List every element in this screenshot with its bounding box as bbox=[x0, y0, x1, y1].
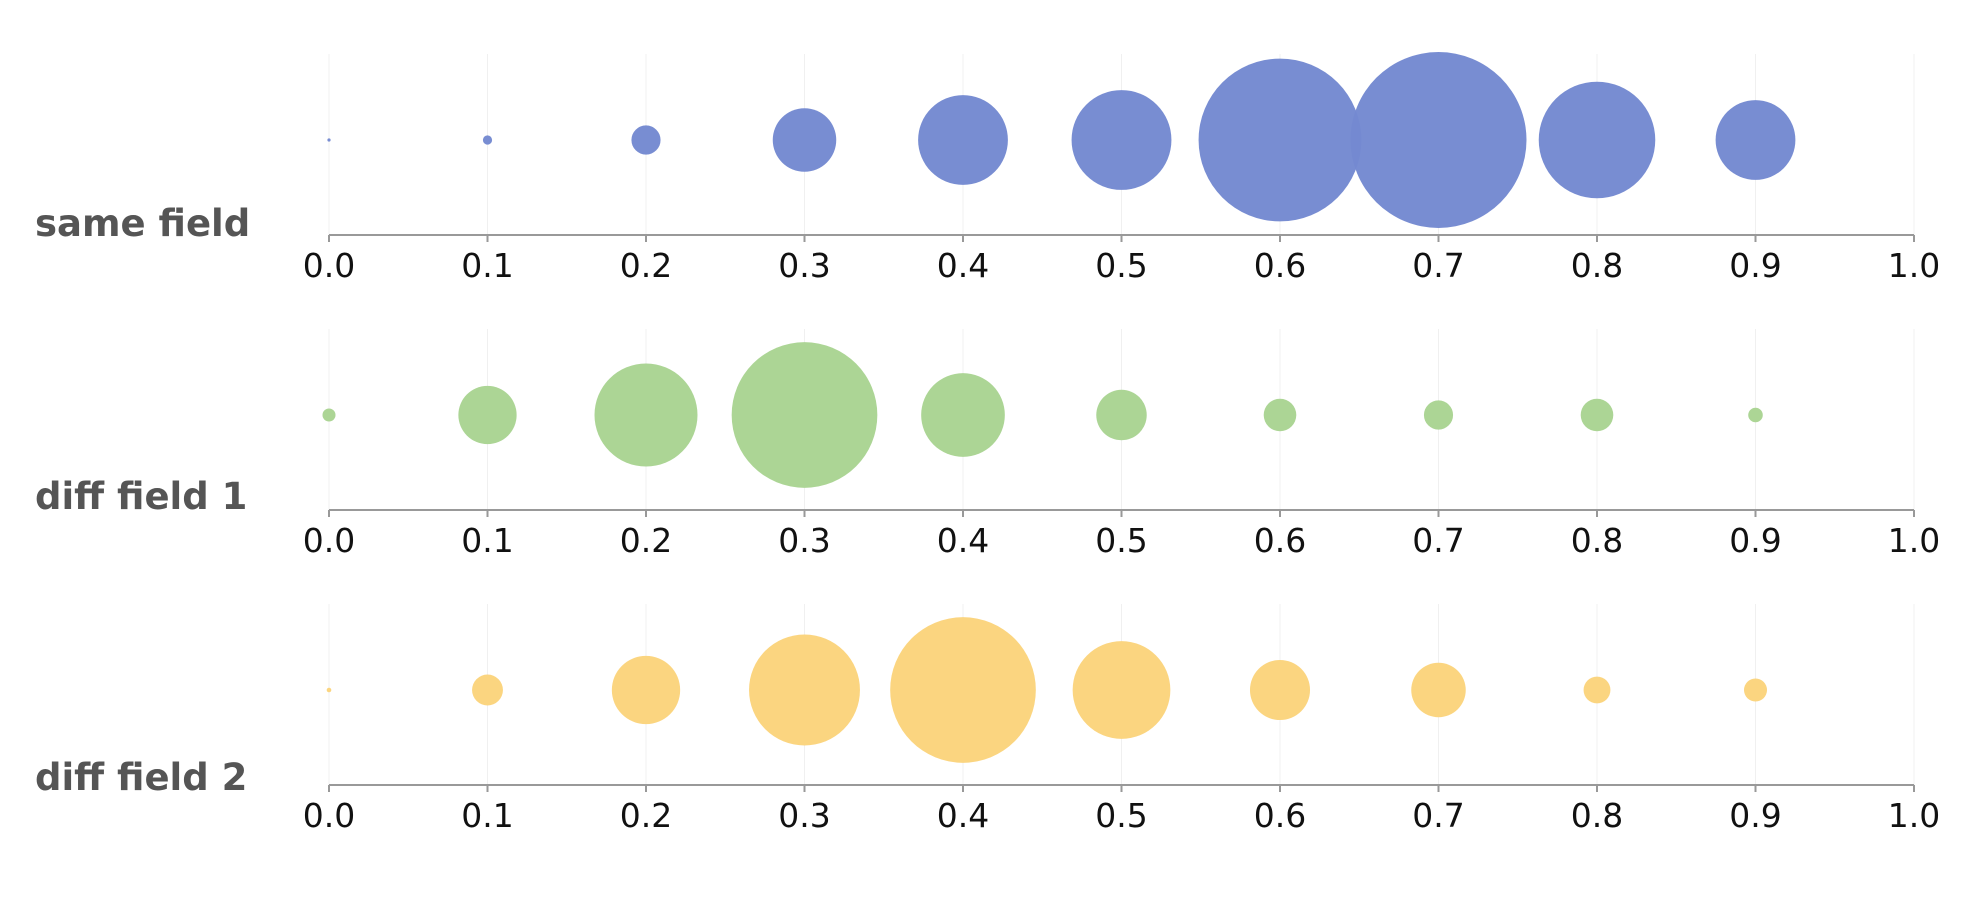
x-tick-label: 1.0 bbox=[1888, 246, 1940, 285]
bubble-group bbox=[322, 342, 1763, 488]
x-tick-label: 1.0 bbox=[1888, 521, 1940, 560]
bubble-point bbox=[458, 385, 517, 445]
x-tick-label: 0.0 bbox=[303, 521, 355, 560]
x-tick-label: 0.5 bbox=[1095, 246, 1147, 285]
x-tick-label: 0.7 bbox=[1412, 246, 1464, 285]
bubble-point bbox=[472, 674, 503, 706]
bubble-point bbox=[749, 634, 860, 746]
x-tick-label: 0.9 bbox=[1729, 246, 1781, 285]
bubble-point bbox=[1743, 678, 1768, 702]
bubble-point bbox=[731, 342, 878, 488]
x-tick-label: 0.0 bbox=[303, 246, 355, 285]
x-tick-label: 0.7 bbox=[1412, 796, 1464, 835]
x-tick-label: 0.4 bbox=[937, 246, 989, 285]
x-tick-label: 0.3 bbox=[778, 521, 830, 560]
x-tick-label: 0.2 bbox=[620, 246, 672, 285]
x-tick-label: 0.7 bbox=[1412, 521, 1464, 560]
bubble-point bbox=[1263, 398, 1297, 432]
bubble-point bbox=[1198, 58, 1362, 222]
x-tick-label: 0.1 bbox=[461, 246, 513, 285]
bubble-point bbox=[1423, 400, 1454, 430]
bubble-point bbox=[1583, 676, 1611, 704]
x-tick-label: 0.6 bbox=[1254, 796, 1306, 835]
x-tick-label: 0.1 bbox=[461, 796, 513, 835]
bubble-point bbox=[327, 138, 331, 142]
chart-row: 0.0 0.1 0.2 0.3 0.4 0.5 0.6 0.7 0.8 0.9 1.0 diff fi… bbox=[35, 329, 1940, 560]
bubble-group bbox=[326, 617, 1768, 763]
bubble-point bbox=[890, 617, 1036, 763]
chart-row: 0.0 0.1 0.2 0.3 0.4 0.5 0.6 0.7 0.8 0.9 1.0 diff fi… bbox=[35, 604, 1940, 835]
bubble-point bbox=[1096, 389, 1147, 441]
bubble-point bbox=[1072, 641, 1171, 739]
series-row-label: diff field 2 bbox=[35, 756, 247, 799]
x-tick-label: 0.9 bbox=[1729, 796, 1781, 835]
bubble-point bbox=[918, 95, 1008, 185]
x-tick-label: 0.5 bbox=[1095, 796, 1147, 835]
bubble-point bbox=[326, 687, 332, 693]
series-row-label: same field bbox=[35, 202, 250, 245]
x-tick-label: 0.3 bbox=[778, 796, 830, 835]
x-tick-label: 0.4 bbox=[937, 796, 989, 835]
x-tick-label: 0.9 bbox=[1729, 521, 1781, 560]
bubble-point bbox=[482, 135, 493, 145]
x-tick-label: 0.8 bbox=[1571, 796, 1623, 835]
bubble-point bbox=[772, 108, 837, 172]
bubble-point bbox=[1715, 100, 1796, 180]
x-tick-label: 0.0 bbox=[303, 796, 355, 835]
x-tick-label: 0.5 bbox=[1095, 521, 1147, 560]
bubble-point bbox=[1538, 81, 1656, 199]
bubble-point bbox=[921, 373, 1005, 457]
bubble-point bbox=[1411, 662, 1466, 718]
x-tick-label: 0.8 bbox=[1571, 521, 1623, 560]
x-tick-label: 1.0 bbox=[1888, 796, 1940, 835]
bubble-point bbox=[1071, 90, 1172, 190]
x-tick-label: 0.6 bbox=[1254, 246, 1306, 285]
x-tick-label: 0.1 bbox=[461, 521, 513, 560]
bubble-point bbox=[631, 125, 661, 155]
x-tick-label: 0.2 bbox=[620, 796, 672, 835]
bubble-point bbox=[1580, 398, 1614, 432]
bubble-point bbox=[322, 408, 336, 422]
bubble-point bbox=[611, 655, 681, 725]
x-tick-label: 0.6 bbox=[1254, 521, 1306, 560]
series-row-label: diff field 1 bbox=[35, 475, 247, 518]
x-tick-label: 0.2 bbox=[620, 521, 672, 560]
chart-row: 0.0 0.1 0.2 0.3 0.4 0.5 0.6 0.7 0.8 0.9 1.0 same fi… bbox=[35, 52, 1940, 285]
x-tick-label: 0.4 bbox=[937, 521, 989, 560]
bubble-point bbox=[1249, 659, 1311, 721]
x-tick-label: 0.3 bbox=[778, 246, 830, 285]
x-tick-label: 0.8 bbox=[1571, 246, 1623, 285]
bubble-group bbox=[327, 52, 1796, 228]
bubble-point bbox=[1350, 52, 1527, 228]
bubble-point bbox=[1748, 407, 1763, 423]
bubble-point bbox=[594, 363, 698, 467]
